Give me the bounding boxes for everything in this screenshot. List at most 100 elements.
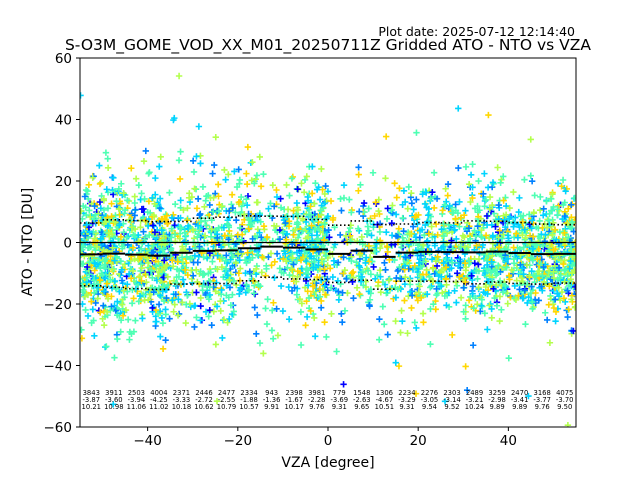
bin-count-label: 2303 xyxy=(443,389,460,397)
data-point xyxy=(96,180,104,188)
bin-std-label: 9.89 xyxy=(512,403,527,411)
data-point xyxy=(327,197,335,205)
data-point xyxy=(460,308,467,315)
data-point xyxy=(542,309,549,316)
data-point xyxy=(356,251,363,259)
data-point xyxy=(366,301,373,309)
bin-mean-label: -1.36 xyxy=(263,396,281,404)
data-point xyxy=(293,291,301,298)
bin-count-label: 779 xyxy=(333,389,346,397)
data-point xyxy=(503,264,510,271)
data-point xyxy=(202,308,210,316)
data-point xyxy=(305,270,312,278)
bin-count-label: 2398 xyxy=(286,389,303,397)
data-point xyxy=(145,198,153,205)
data-point xyxy=(311,314,318,322)
data-point xyxy=(319,186,326,193)
data-point xyxy=(546,210,553,217)
data-point xyxy=(307,203,314,210)
data-point xyxy=(535,297,542,304)
data-point xyxy=(199,271,207,279)
data-point xyxy=(180,206,187,214)
data-point xyxy=(440,220,447,228)
data-point xyxy=(284,264,291,271)
data-point xyxy=(203,283,211,291)
data-point xyxy=(482,232,490,239)
data-point xyxy=(184,271,191,279)
data-point xyxy=(314,235,322,242)
data-point xyxy=(112,307,119,314)
data-point xyxy=(311,200,318,207)
data-point xyxy=(225,294,232,301)
data-point xyxy=(193,153,200,160)
bin-mean-label: -3.60 xyxy=(105,396,123,404)
data-point xyxy=(515,208,522,216)
data-point xyxy=(506,204,513,212)
data-point xyxy=(498,306,505,313)
data-point xyxy=(484,290,491,298)
data-point xyxy=(456,273,463,281)
data-point xyxy=(104,189,112,196)
data-point xyxy=(451,226,459,233)
data-point xyxy=(263,233,271,241)
data-point xyxy=(226,284,234,291)
data-point xyxy=(365,258,372,265)
data-point xyxy=(348,209,355,216)
data-point xyxy=(202,197,209,204)
data-point xyxy=(117,328,124,335)
data-point xyxy=(457,294,465,301)
data-point xyxy=(481,170,488,177)
data-point xyxy=(494,262,502,269)
data-point xyxy=(80,326,85,334)
data-point xyxy=(536,206,544,214)
bin-mean-label: -3.29 xyxy=(398,396,416,404)
data-point xyxy=(145,296,152,304)
data-point xyxy=(367,217,374,225)
data-point xyxy=(497,179,504,187)
data-point xyxy=(375,207,382,215)
data-point xyxy=(308,190,316,197)
bin-std-label: 9.31 xyxy=(332,403,347,411)
data-point xyxy=(146,169,153,176)
data-point xyxy=(399,234,406,242)
data-point xyxy=(304,233,312,241)
data-point xyxy=(168,225,175,232)
data-point xyxy=(335,288,342,295)
data-point xyxy=(399,317,406,325)
data-point xyxy=(117,300,125,307)
data-point xyxy=(396,185,403,192)
data-point xyxy=(104,295,112,302)
data-point xyxy=(249,235,256,243)
bin-count-label: 3911 xyxy=(105,389,122,397)
data-point xyxy=(407,288,414,296)
data-point xyxy=(542,231,549,238)
data-point xyxy=(120,190,127,197)
data-point xyxy=(232,209,239,216)
data-point xyxy=(193,266,200,273)
y-axis-label: ATO - NTO [DU] xyxy=(20,188,36,296)
data-point xyxy=(442,264,450,271)
data-point xyxy=(315,225,323,232)
data-point xyxy=(228,191,236,198)
data-point xyxy=(401,198,409,206)
data-point xyxy=(84,312,92,320)
data-point xyxy=(270,299,277,306)
data-point xyxy=(104,205,112,212)
data-point xyxy=(244,143,252,151)
data-point xyxy=(213,279,220,286)
data-point xyxy=(158,226,165,234)
data-point xyxy=(395,362,403,370)
data-point xyxy=(442,185,449,192)
data-point xyxy=(103,280,111,287)
data-point xyxy=(124,316,132,323)
data-point xyxy=(285,316,293,323)
data-point xyxy=(117,316,125,324)
data-point xyxy=(201,203,208,210)
data-point xyxy=(502,211,510,218)
data-point xyxy=(273,186,280,194)
data-point xyxy=(562,188,569,195)
data-point xyxy=(418,226,426,233)
data-point xyxy=(388,219,396,227)
data-point xyxy=(279,307,287,315)
data-point xyxy=(482,196,490,204)
